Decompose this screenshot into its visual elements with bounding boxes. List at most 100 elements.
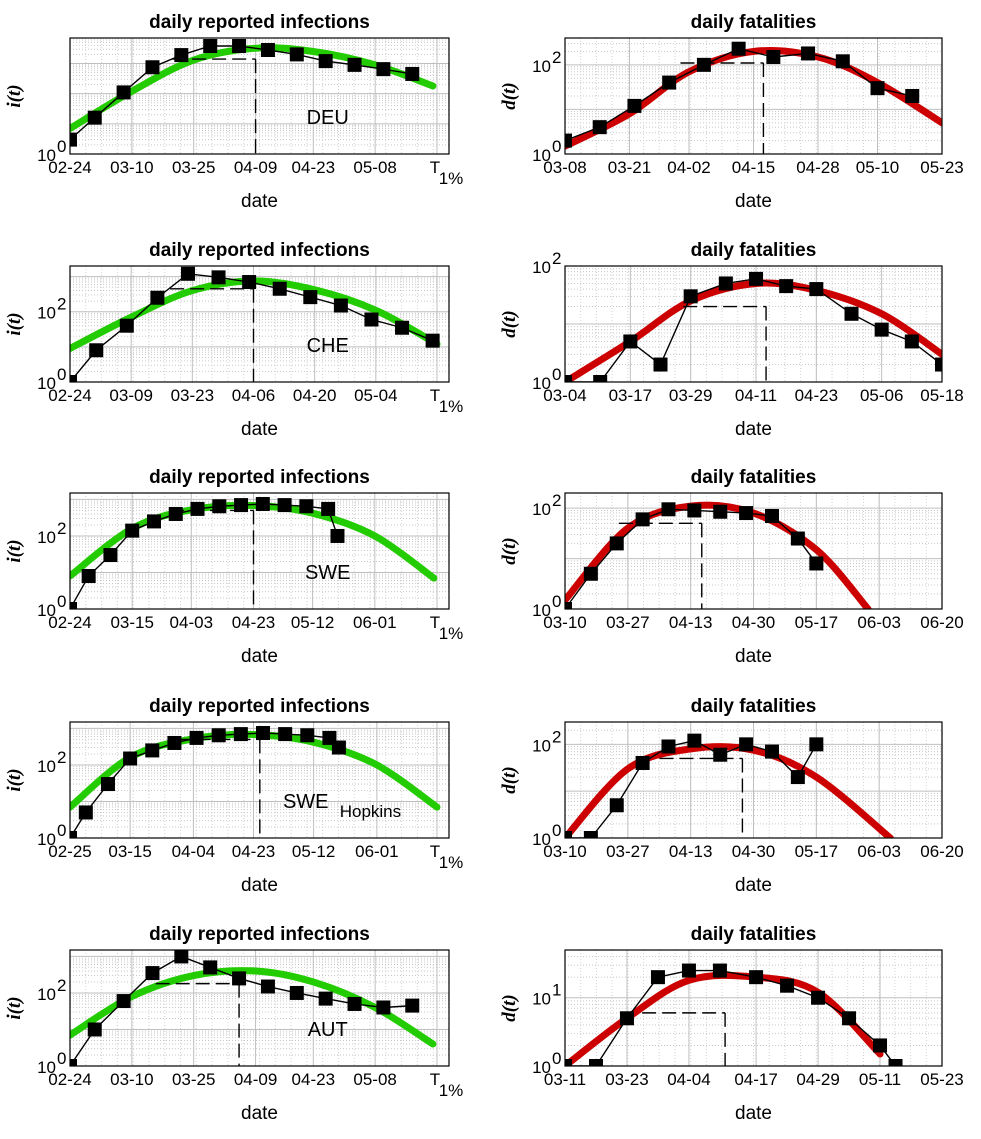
x-tick-label: 05-23 [920, 1070, 963, 1089]
data-point [289, 985, 304, 1000]
data-point [211, 728, 226, 743]
chart-panel-0-left: daily reported infections 02-24 03-10 03-25… [4, 12, 463, 212]
x-axis-label: date [735, 646, 772, 667]
data-point [779, 279, 794, 294]
plot-area [565, 501, 872, 609]
x-tick-label: 03-10 [543, 842, 586, 861]
data-point [739, 506, 754, 521]
x-tick-label-t1: T [430, 842, 440, 861]
data-point [565, 1059, 572, 1066]
x-tick-label: 05-04 [354, 386, 397, 405]
x-tick-label: 04-13 [669, 613, 712, 632]
x-tick-label: 03-15 [110, 613, 153, 632]
x-tick-label: 04-04 [667, 1070, 710, 1089]
x-tick-label: 03-29 [669, 386, 712, 405]
x-tick-label: 06-20 [920, 613, 963, 632]
y-tick-exponent: 0 [552, 365, 561, 384]
plot-area [70, 950, 437, 1066]
data-point [592, 120, 607, 135]
x-axis-label: date [241, 1103, 278, 1124]
data-point [790, 531, 805, 546]
y-tick-exponent: 1 [552, 981, 561, 1000]
data-point [588, 1059, 603, 1066]
data-point [425, 333, 440, 348]
data-point [650, 970, 665, 985]
data-point [167, 735, 182, 750]
data-point [623, 334, 638, 349]
y-axis-label: d(t) [499, 82, 520, 109]
y-axis-label: i(t) [4, 996, 25, 1019]
data-point [844, 306, 859, 321]
plot-area [70, 725, 441, 838]
data-point [904, 334, 919, 349]
data-point [835, 54, 850, 69]
data-point [145, 743, 160, 758]
x-axis-label: date [241, 191, 278, 212]
data-point [87, 1022, 102, 1037]
data-point [739, 737, 754, 752]
data-point [70, 132, 77, 147]
axes-frame [564, 37, 943, 155]
x-tick-label: 03-17 [609, 386, 652, 405]
data-point [593, 375, 608, 382]
x-tick-label: 04-02 [667, 158, 710, 177]
data-point [78, 805, 93, 820]
data-point [809, 556, 824, 571]
data-point [811, 990, 826, 1005]
x-tick-label: 05-08 [353, 1070, 396, 1089]
data-point [146, 514, 161, 529]
x-axis-label: date [241, 875, 278, 896]
chart-title: daily fatalities [691, 467, 817, 488]
x-tick-label: 06-01 [353, 613, 396, 632]
chart-panel-2-left: daily reported infections 02-24 03-15 04-03… [4, 467, 463, 667]
y-tick-label: 10 [37, 304, 56, 323]
data-point [232, 971, 247, 986]
x-tick-label: 04-30 [732, 613, 775, 632]
data-point [619, 1011, 634, 1026]
data-point [145, 60, 160, 75]
chart-panel-3-right: daily fatalities 03-10 03-27 04-13 04-30 05-1… [499, 696, 964, 896]
data-point [70, 602, 77, 609]
data-point [103, 548, 118, 563]
axes-frame [69, 37, 450, 155]
data-point [888, 1059, 903, 1066]
data-point [687, 733, 702, 748]
country-annotation: DEU [307, 107, 349, 129]
x-tick-label: 03-23 [171, 386, 214, 405]
data-point [203, 39, 218, 54]
y-tick-exponent: 0 [57, 592, 66, 611]
data-point [809, 282, 824, 297]
data-point [687, 503, 702, 518]
x-tick-label: 06-01 [355, 842, 398, 861]
x-axis-label: date [241, 419, 278, 440]
plot-area [70, 496, 438, 609]
data-point [190, 501, 205, 516]
data-point [333, 298, 348, 313]
x-tick-label: 02-24 [48, 613, 91, 632]
data-point [749, 271, 764, 286]
x-tick-label: 05-18 [920, 386, 963, 405]
y-tick-exponent: 0 [57, 1049, 66, 1068]
y-tick-exponent: 2 [57, 295, 66, 314]
x-tick-label: 04-23 [232, 613, 275, 632]
x-tick-label: 04-23 [292, 158, 335, 177]
chart-title: daily reported infections [149, 12, 370, 33]
y-tick-exponent: 0 [552, 592, 561, 611]
data-point [583, 831, 598, 838]
x-tick-label: 03-10 [110, 158, 153, 177]
data-point [232, 39, 247, 54]
chart-panel-4-right: daily fatalities 03-11 03-23 04-04 04-17 04-2… [499, 924, 964, 1124]
data-point [347, 57, 362, 72]
chart-panel-1-left: daily reported infections 02-24 03-09 03-23… [4, 240, 463, 440]
x-axis-label: date [241, 646, 278, 667]
x-tick-label: 02-24 [48, 1070, 91, 1089]
data-point [376, 62, 391, 77]
data-point [713, 747, 728, 762]
data-point [874, 322, 889, 337]
plot-area [565, 963, 903, 1066]
data-point [189, 730, 204, 745]
data-point [255, 496, 270, 511]
y-axis-label: d(t) [499, 537, 520, 564]
data-point [842, 1011, 857, 1026]
